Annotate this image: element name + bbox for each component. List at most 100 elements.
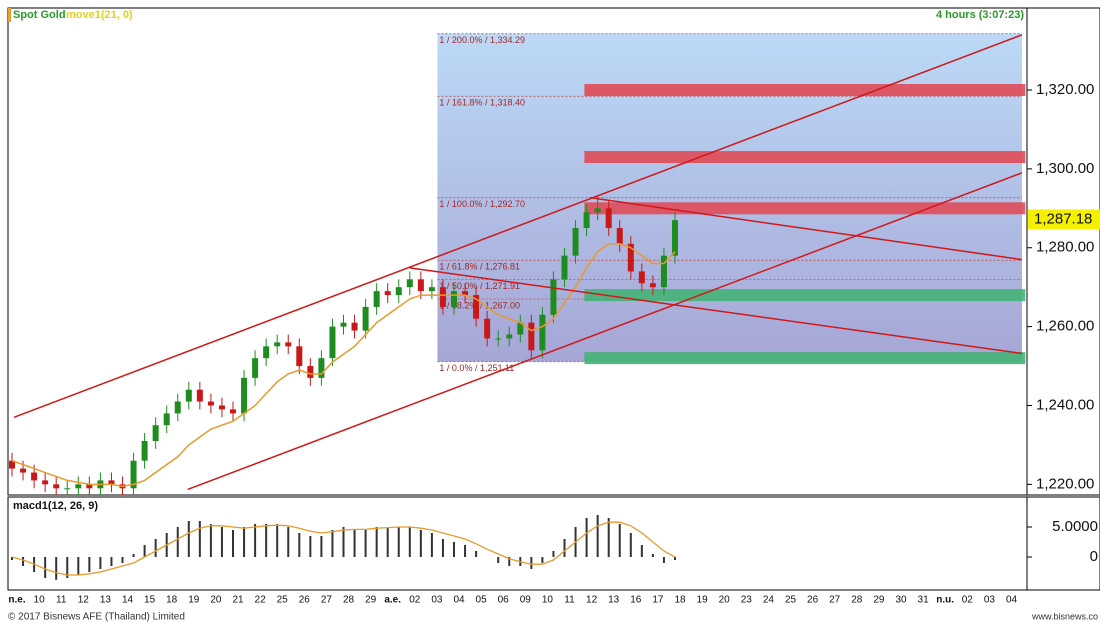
candle-body <box>318 358 325 378</box>
candle-body <box>539 314 546 351</box>
macd-bar <box>541 557 544 563</box>
candle-body <box>274 342 281 347</box>
candle-body <box>9 460 15 469</box>
macd-bar <box>386 527 389 557</box>
macd-bar <box>364 530 367 557</box>
x-tick-label: 25 <box>785 595 797 606</box>
timeframe: 4 hours (3:07:23) <box>936 9 1024 21</box>
candle-body <box>329 326 336 359</box>
fib-label: 1 / 61.8% / 1,276.81 <box>439 262 520 272</box>
candle-body <box>484 318 491 339</box>
x-tick-label: 24 <box>763 595 775 606</box>
macd-bar <box>132 554 135 557</box>
footer: © 2017 Bisnews AFE (Thailand) Limited <box>8 612 185 623</box>
macd-bar <box>99 557 102 569</box>
macd-bar <box>607 518 610 557</box>
fib-label: 1 / 200.0% / 1,334.29 <box>439 35 525 45</box>
title-marker <box>8 8 11 22</box>
macd-bar <box>198 521 201 557</box>
candle-body <box>185 389 192 402</box>
x-tick-label: 10 <box>34 595 46 606</box>
x-tick-label: 29 <box>365 595 377 606</box>
candle-body <box>218 405 225 410</box>
macd-bar <box>430 533 433 557</box>
candle-body <box>672 220 678 256</box>
x-tick-label: 20 <box>719 595 731 606</box>
trend-line <box>589 196 1023 261</box>
candle-body <box>583 212 590 229</box>
candle-body <box>428 287 435 292</box>
macd-bar <box>287 527 290 557</box>
macd-bar <box>220 527 223 557</box>
candle-body <box>605 208 612 229</box>
candle-body <box>406 279 413 288</box>
x-tick-label: 28 <box>851 595 863 606</box>
macd-bar <box>309 536 312 557</box>
candle-body <box>53 484 60 489</box>
macd-bar <box>453 542 455 557</box>
macd-bar <box>232 530 234 557</box>
macd-bar <box>662 557 665 563</box>
zone <box>584 202 1026 215</box>
price-axis <box>1026 7 1100 496</box>
x-tick-label: 11 <box>564 595 575 606</box>
candle-body <box>20 468 27 473</box>
candle-body <box>395 287 402 296</box>
chart-title: Spot Gold <box>13 9 66 21</box>
candle-body <box>351 322 358 331</box>
macd-bar <box>320 536 323 557</box>
x-tick-label: 16 <box>630 595 642 606</box>
x-tick-label: 14 <box>122 595 134 606</box>
candle-body <box>495 338 502 340</box>
macd-bar <box>298 533 301 557</box>
macd-bar <box>640 545 643 557</box>
macd-bar <box>596 515 599 557</box>
x-tick-label: a.e. <box>384 595 401 606</box>
y-tick-label: 1,260.00 <box>1036 318 1094 335</box>
macd-bar <box>22 557 25 566</box>
macd-bar <box>55 557 58 580</box>
x-tick-label: 12 <box>586 595 598 606</box>
macd-bar <box>154 539 157 557</box>
y-tick-label: 1,240.00 <box>1036 396 1094 413</box>
macd-bar <box>265 524 268 557</box>
x-tick-label: 18 <box>166 595 178 606</box>
macd-plot <box>11 515 676 580</box>
macd-panel <box>7 496 1028 591</box>
candle-body <box>163 413 170 426</box>
candle-body <box>561 255 568 280</box>
macd-bar <box>419 530 422 557</box>
zone <box>584 151 1026 164</box>
x-tick-label: n.u. <box>936 595 954 606</box>
macd-bar <box>331 530 334 557</box>
axes: 1,220.00 1,240.00 1,260.00 1,280.00 1,300.00… <box>8 81 1100 606</box>
macd-bar <box>397 527 400 557</box>
x-tick-label: 05 <box>476 595 488 606</box>
macd-bar <box>44 557 47 578</box>
macd-bar <box>187 521 190 557</box>
macd-bar <box>254 524 257 557</box>
candle-body <box>207 401 214 406</box>
candle-body <box>550 279 557 315</box>
candle-body <box>174 401 181 414</box>
candle-body <box>594 208 601 213</box>
macd-bar <box>176 527 179 557</box>
zone <box>584 289 1026 302</box>
x-tick-label: 06 <box>498 595 510 606</box>
x-tick-label: 02 <box>409 595 421 606</box>
macd-bar <box>530 557 533 569</box>
y-tick-label: 1,280.00 <box>1036 239 1094 256</box>
macd-bar <box>121 557 124 563</box>
y-tick-label: 1,300.00 <box>1036 160 1094 177</box>
macd-bar <box>11 557 13 560</box>
candle-body <box>462 291 469 296</box>
macd-bar <box>475 551 478 557</box>
last-price-box <box>1028 209 1100 230</box>
x-tick-label: n.e. <box>8 595 25 606</box>
fib-label: 1 / 0.0% / 1,251.11 <box>439 363 514 373</box>
x-tick-label: 03 <box>984 595 996 606</box>
candle-body <box>241 377 248 414</box>
x-tick-label: 21 <box>232 595 244 606</box>
macd-bar <box>441 539 444 557</box>
x-tick-label: 19 <box>697 595 709 606</box>
